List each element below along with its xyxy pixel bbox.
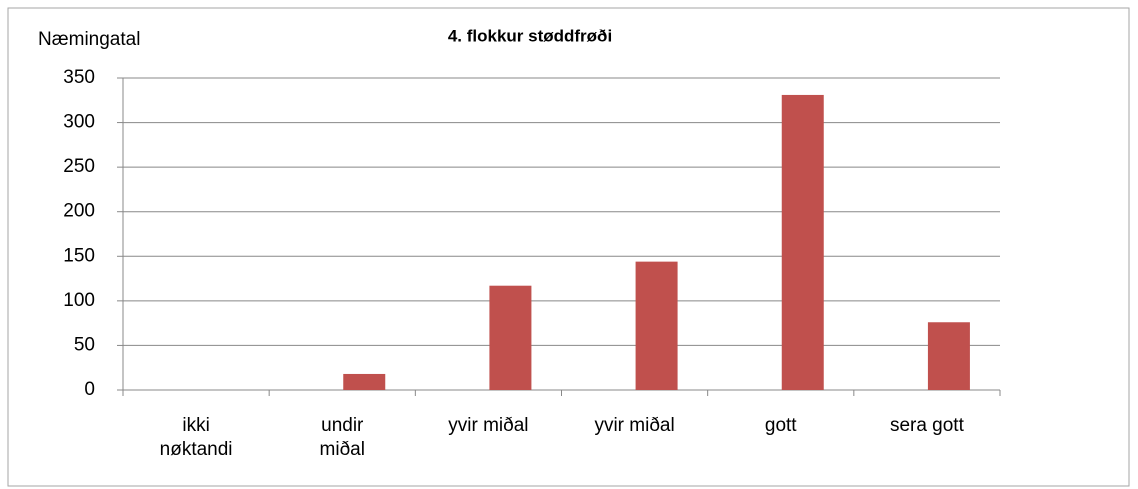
chart-title: 4. flokkur støddfrøði bbox=[448, 26, 612, 45]
x-tick-label: undir miðal bbox=[319, 415, 365, 460]
x-tick-label: gott bbox=[764, 415, 797, 436]
y-tick-label: 350 bbox=[63, 67, 95, 88]
x-tick-label: yvir miðal bbox=[448, 415, 529, 436]
x-tick-label: yvir miðal bbox=[594, 415, 675, 436]
y-tick-label: 150 bbox=[63, 245, 95, 266]
y-tick-label: 50 bbox=[74, 334, 95, 355]
bar bbox=[489, 285, 532, 390]
y-axis-label: Næmingatal bbox=[38, 29, 140, 50]
bar bbox=[343, 373, 386, 390]
bar bbox=[635, 261, 678, 390]
x-tick-label: sera gott bbox=[889, 415, 964, 436]
y-tick-label: 200 bbox=[63, 201, 95, 222]
bar bbox=[927, 322, 970, 390]
bar bbox=[781, 94, 824, 391]
y-tick-label: 100 bbox=[63, 290, 95, 311]
x-tick-label: ikki nøktandi bbox=[159, 415, 233, 460]
y-tick-label: 0 bbox=[84, 379, 95, 400]
y-tick-label: 250 bbox=[63, 156, 95, 177]
y-tick-label: 300 bbox=[63, 112, 95, 133]
frame bbox=[7, 7, 1130, 487]
